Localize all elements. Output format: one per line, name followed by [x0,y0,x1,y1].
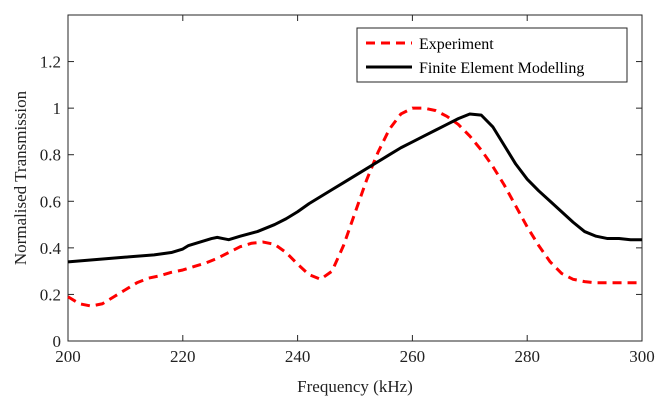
y-tick-label: 1 [53,99,62,118]
legend: Experiment Finite Element Modelling [356,27,628,83]
y-axis-label: Normalised Transmission [11,90,30,265]
y-tick-label: 0.8 [40,146,61,165]
x-tick-label: 240 [285,347,311,366]
y-tick-label: 0 [53,332,62,351]
y-tick-label: 0.2 [40,285,61,304]
tick-labels: 200 220 240 260 280 300 0 0.2 0.4 0.6 0.8 1 1.2 [40,53,655,366]
series-line-experiment [67,106,642,308]
series-line-fem [67,112,642,264]
y-tick-label: 1.2 [40,53,61,72]
x-tick-label: 260 [400,347,426,366]
x-axis-label: Frequency (kHz) [297,377,413,396]
axis-ticks [67,15,643,342]
y-tick-label: 0.6 [40,192,61,211]
x-tick-label: 200 [55,347,81,366]
y-tick-label: 0.4 [40,239,62,258]
x-tick-label: 300 [629,347,655,366]
legend-box [356,27,628,83]
x-tick-label: 280 [514,347,540,366]
data-lines [67,106,642,308]
x-tick-label: 220 [170,347,196,366]
legend-label-fem: Finite Element Modelling [419,60,584,77]
legend-label-experiment: Experiment [419,36,494,53]
